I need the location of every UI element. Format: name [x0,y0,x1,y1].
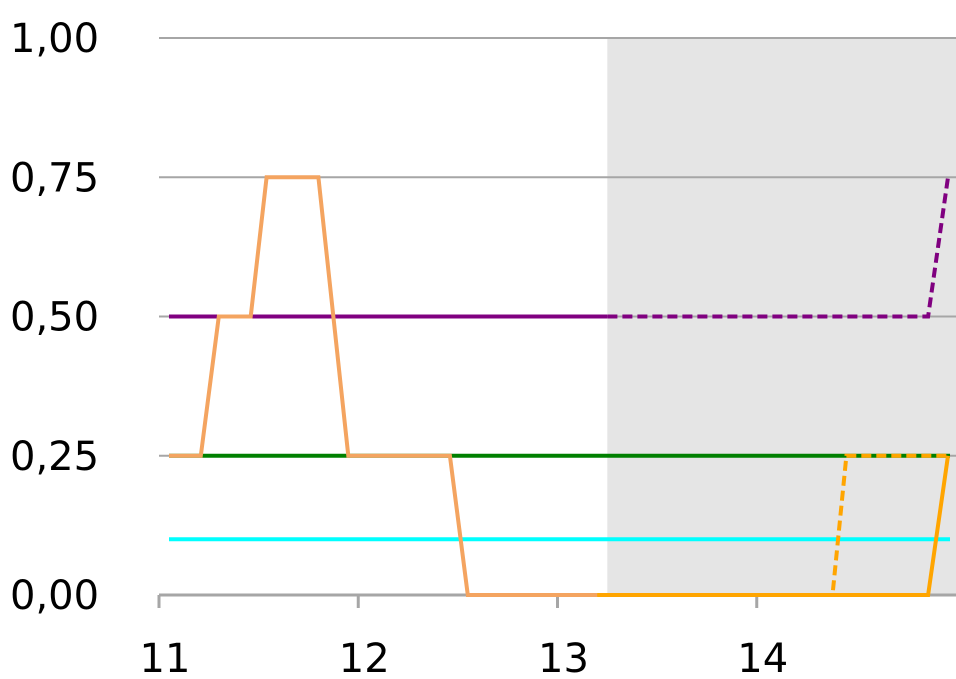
y-tick-label-1: 0,25 [10,434,99,480]
x-tick-label-0: 11 [140,636,191,679]
y-tick-label-3: 0,75 [10,155,99,201]
y-tick-label-2: 0,50 [10,295,99,341]
series-line-4 [169,175,598,597]
series-line-6 [597,453,950,597]
x-tick-label-3: 14 [737,636,788,679]
series-lines [169,175,950,597]
x-tick-label-2: 13 [538,636,589,679]
y-tick-label-4: 1,00 [10,16,99,62]
x-tick-label-1: 12 [339,636,390,679]
y-tick-label-0: 0,00 [10,573,99,619]
tick-labels: 0,00 0,25 0,50 0,75 1,00 11 12 13 14 [10,16,788,679]
series-line-1 [577,177,950,319]
